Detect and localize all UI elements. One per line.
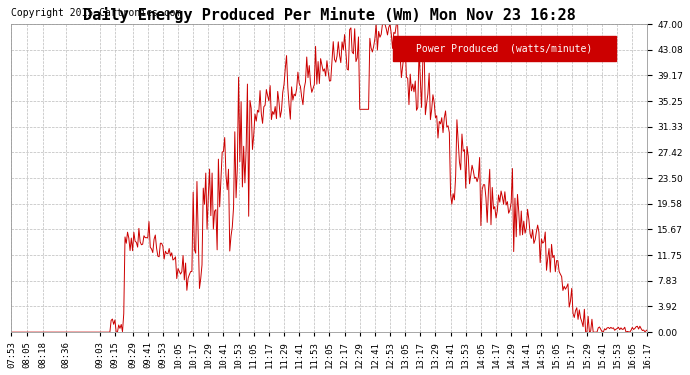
FancyBboxPatch shape [393, 36, 615, 61]
Title: Daily Energy Produced Per Minute (Wm) Mon Nov 23 16:28: Daily Energy Produced Per Minute (Wm) Mo… [83, 7, 576, 23]
Text: Copyright 2015 Cartronics.com: Copyright 2015 Cartronics.com [12, 8, 182, 18]
Text: Power Produced  (watts/minute): Power Produced (watts/minute) [416, 44, 593, 54]
